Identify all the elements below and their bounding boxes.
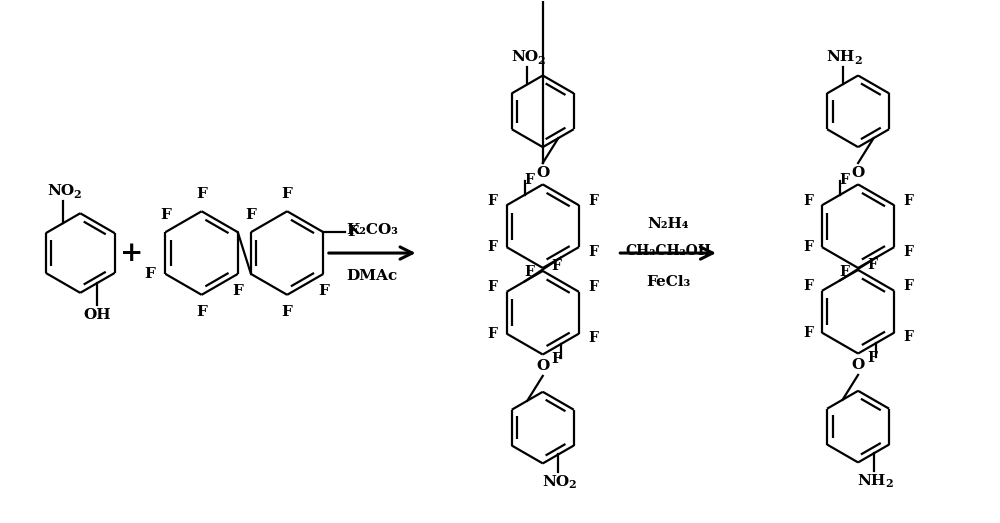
Text: O: O	[536, 359, 549, 373]
Text: F: F	[839, 173, 849, 187]
Text: CH₃CH₂OH: CH₃CH₂OH	[625, 244, 711, 258]
Text: F: F	[145, 267, 155, 281]
Text: 2: 2	[886, 479, 893, 490]
Text: F: F	[524, 266, 534, 279]
Text: NO: NO	[512, 50, 539, 64]
Text: F: F	[196, 305, 207, 319]
Text: F: F	[196, 187, 207, 201]
Text: F: F	[867, 351, 877, 365]
Text: F: F	[803, 326, 813, 339]
Text: FeCl₃: FeCl₃	[646, 275, 690, 289]
Text: O: O	[851, 358, 865, 372]
Text: K₂CO₃: K₂CO₃	[346, 223, 398, 237]
Text: F: F	[282, 305, 293, 319]
Text: 2: 2	[73, 189, 81, 200]
Text: F: F	[488, 194, 498, 208]
Text: F: F	[588, 245, 598, 258]
Text: F: F	[903, 194, 913, 208]
Text: F: F	[903, 245, 913, 258]
Text: N₂H₄: N₂H₄	[647, 217, 689, 231]
Text: F: F	[803, 194, 813, 208]
Text: O: O	[851, 166, 865, 180]
Text: NH: NH	[857, 474, 886, 488]
Text: F: F	[588, 331, 598, 345]
Text: F: F	[588, 194, 598, 208]
Text: O: O	[536, 166, 549, 180]
Text: NO: NO	[47, 184, 75, 198]
Text: F: F	[488, 240, 498, 254]
Text: OH: OH	[84, 308, 111, 322]
Text: DMAc: DMAc	[347, 269, 398, 283]
Text: F: F	[282, 187, 293, 201]
Text: NH: NH	[826, 50, 855, 64]
Text: F: F	[524, 173, 534, 187]
Text: F: F	[903, 279, 913, 293]
Text: NO: NO	[543, 475, 570, 490]
Text: F: F	[803, 279, 813, 293]
Text: F: F	[232, 284, 243, 298]
Text: F: F	[347, 225, 358, 239]
Text: 2: 2	[568, 480, 576, 491]
Text: F: F	[903, 330, 913, 344]
Text: F: F	[552, 352, 562, 366]
Text: F: F	[552, 259, 562, 274]
Text: F: F	[488, 280, 498, 294]
Text: F: F	[488, 327, 498, 340]
Text: 2: 2	[855, 54, 862, 65]
Text: 2: 2	[537, 54, 545, 65]
Text: F: F	[246, 208, 256, 222]
Text: F: F	[803, 240, 813, 254]
Text: +: +	[120, 240, 144, 267]
Text: F: F	[160, 208, 171, 222]
Text: F: F	[318, 284, 329, 298]
Text: F: F	[588, 280, 598, 294]
Text: F: F	[867, 258, 877, 272]
Text: F: F	[839, 266, 849, 279]
